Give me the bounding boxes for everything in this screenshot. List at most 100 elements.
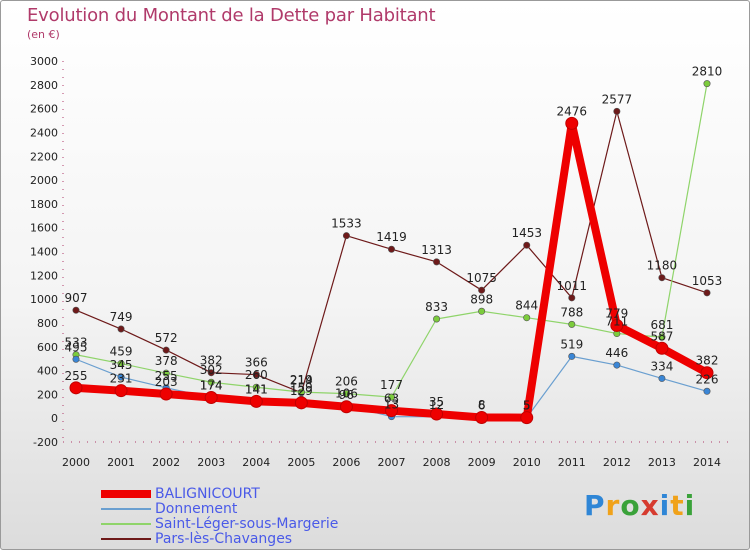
- data-label: 1453: [511, 226, 542, 240]
- data-label: 5: [523, 399, 531, 413]
- y-tick-label: 2800: [30, 79, 58, 92]
- data-point: [613, 107, 621, 115]
- data-label: 2476: [557, 104, 588, 118]
- legend-item: Donnement: [101, 500, 338, 517]
- x-tick-label: 2000: [62, 456, 90, 469]
- data-label: 788: [560, 305, 583, 319]
- data-label: 1180: [647, 259, 678, 273]
- data-point: [520, 411, 534, 425]
- data-label: 833: [425, 300, 448, 314]
- chart-title: Evolution du Montant de la Dette par Hab…: [27, 5, 436, 26]
- data-point: [387, 245, 395, 253]
- y-tick-label: 800: [37, 317, 58, 330]
- data-label: 749: [110, 310, 133, 324]
- data-label: 174: [200, 378, 223, 392]
- data-point: [385, 404, 398, 418]
- data-point: [523, 314, 531, 322]
- data-label: 106: [335, 387, 358, 401]
- data-label: 572: [155, 331, 178, 345]
- y-tick-label: 1400: [30, 246, 58, 259]
- proxiti-logo: Proxiti: [584, 489, 695, 522]
- logo-letter: r: [605, 489, 621, 522]
- x-tick-label: 2005: [287, 456, 315, 469]
- y-tick-label: 1600: [30, 222, 58, 235]
- y-tick-label: 1200: [30, 269, 58, 282]
- data-label: 495: [65, 340, 88, 354]
- legend-item: Pars-lès-Chavanges: [101, 531, 338, 547]
- y-tick-label: 400: [37, 365, 58, 378]
- data-point: [162, 346, 170, 354]
- data-label: 382: [696, 354, 719, 368]
- data-label: 226: [696, 372, 719, 386]
- data-label: 35: [429, 395, 444, 409]
- data-point: [433, 315, 441, 323]
- data-label: 5: [523, 399, 531, 413]
- data-point: [655, 341, 669, 355]
- data-point: [339, 400, 353, 414]
- data-point: [658, 274, 666, 282]
- data-point: [610, 318, 624, 332]
- data-point: [207, 369, 215, 377]
- y-tick-label: 2400: [30, 126, 58, 139]
- legend-label: BALIGNICOURT: [155, 485, 260, 502]
- y-tick-label: 1000: [30, 293, 58, 306]
- data-point: [703, 80, 711, 88]
- data-label: 255: [155, 369, 178, 383]
- logo-letter: i: [684, 489, 696, 522]
- y-tick-label: 2600: [30, 103, 58, 116]
- data-label: 206: [335, 375, 358, 389]
- data-label: 63: [384, 392, 399, 406]
- logo-letter: i: [659, 489, 671, 522]
- logo-letter: x: [640, 489, 660, 522]
- data-point: [159, 387, 173, 401]
- data-point: [433, 258, 441, 266]
- data-point: [478, 307, 486, 315]
- legend-swatch: [101, 537, 151, 540]
- y-tick-label: 2000: [30, 174, 58, 187]
- x-tick-label: 2011: [558, 456, 586, 469]
- data-label: 334: [650, 359, 673, 373]
- y-tick-label: 0: [51, 412, 58, 425]
- x-tick-label: 2010: [513, 456, 541, 469]
- data-label: 681: [650, 318, 673, 332]
- data-label: 1053: [692, 274, 723, 288]
- data-label: 382: [200, 354, 223, 368]
- data-label: 159: [290, 380, 313, 394]
- data-label: 898: [470, 292, 493, 306]
- data-point: [658, 374, 666, 382]
- data-point: [252, 383, 260, 391]
- x-tick-label: 2002: [152, 456, 180, 469]
- data-point: [249, 394, 263, 408]
- data-label: 13: [384, 398, 399, 412]
- x-tick-label: 2013: [648, 456, 676, 469]
- logo-letter: t: [670, 489, 685, 522]
- data-label: 446: [605, 346, 628, 360]
- data-label: 214: [290, 374, 313, 388]
- data-label: 459: [110, 345, 133, 359]
- y-tick-label: 1800: [30, 198, 58, 211]
- data-label: 533: [65, 336, 88, 350]
- legend-label: Donnement: [155, 500, 238, 517]
- data-label: 1419: [376, 230, 407, 244]
- data-label: 302: [200, 363, 223, 377]
- data-label: 203: [155, 375, 178, 389]
- data-label: 1533: [331, 217, 362, 231]
- data-label: 711: [605, 315, 628, 329]
- data-label: 260: [245, 368, 268, 382]
- data-label: 345: [110, 358, 133, 372]
- data-point: [69, 381, 83, 395]
- legend-swatch: [101, 522, 151, 525]
- logo-letter: o: [620, 489, 641, 522]
- data-point: [658, 333, 666, 341]
- data-label: 129: [290, 384, 313, 398]
- legend: BALIGNICOURT Donnement Saint-Léger-sous-Ma…: [101, 485, 338, 547]
- data-label: 378: [155, 354, 178, 368]
- y-tick-label: 600: [37, 341, 58, 354]
- data-label: 1075: [466, 271, 497, 285]
- x-tick-label: 2012: [603, 456, 631, 469]
- data-label: 1011: [557, 279, 588, 293]
- x-tick-label: 2009: [468, 456, 496, 469]
- data-point: [568, 294, 576, 302]
